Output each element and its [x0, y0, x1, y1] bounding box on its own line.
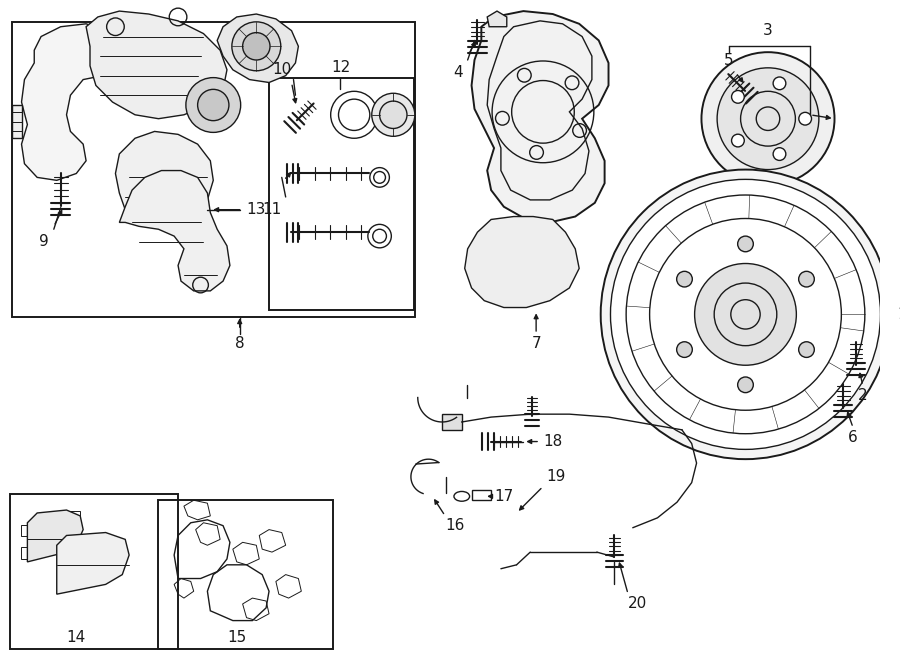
Polygon shape — [22, 24, 115, 180]
Text: 19: 19 — [546, 469, 565, 485]
Circle shape — [232, 22, 281, 71]
Bar — [67, 511, 80, 523]
Text: 11: 11 — [263, 202, 282, 217]
Polygon shape — [487, 11, 507, 26]
Circle shape — [677, 342, 692, 357]
Text: 17: 17 — [494, 489, 514, 504]
Circle shape — [677, 271, 692, 287]
Polygon shape — [217, 14, 299, 83]
Text: 16: 16 — [446, 518, 464, 533]
Circle shape — [732, 91, 744, 103]
Text: 1: 1 — [897, 307, 900, 322]
Text: 9: 9 — [39, 234, 49, 250]
Text: 8: 8 — [235, 336, 245, 352]
Polygon shape — [115, 132, 213, 220]
Text: 4: 4 — [453, 66, 463, 80]
Text: 12: 12 — [331, 60, 350, 75]
Text: 10: 10 — [272, 62, 292, 77]
Text: 5: 5 — [724, 52, 733, 68]
Circle shape — [798, 342, 814, 357]
Polygon shape — [464, 216, 580, 308]
Bar — [10, 495, 178, 649]
Polygon shape — [12, 105, 22, 138]
Circle shape — [701, 52, 834, 185]
Text: 2: 2 — [858, 388, 868, 403]
Circle shape — [610, 179, 880, 449]
Text: 14: 14 — [67, 630, 86, 645]
Circle shape — [243, 32, 270, 60]
Circle shape — [732, 134, 744, 147]
Circle shape — [738, 377, 753, 393]
Polygon shape — [120, 171, 230, 291]
Text: 7: 7 — [531, 336, 541, 352]
Polygon shape — [27, 510, 83, 562]
Bar — [472, 491, 491, 500]
Bar — [21, 547, 34, 559]
Circle shape — [198, 89, 229, 120]
Polygon shape — [472, 11, 608, 222]
Text: 13: 13 — [247, 202, 266, 217]
Circle shape — [600, 169, 890, 459]
Bar — [442, 414, 462, 430]
Circle shape — [773, 148, 786, 160]
Polygon shape — [86, 11, 227, 118]
Bar — [12, 22, 415, 317]
Text: 18: 18 — [543, 434, 562, 449]
Circle shape — [799, 113, 812, 125]
Text: 6: 6 — [848, 430, 858, 445]
Circle shape — [798, 271, 814, 287]
Circle shape — [372, 93, 415, 136]
Polygon shape — [57, 532, 129, 594]
Circle shape — [738, 236, 753, 252]
Bar — [158, 500, 333, 649]
Circle shape — [773, 77, 786, 90]
Bar — [21, 525, 34, 536]
Text: 20: 20 — [628, 596, 647, 612]
Circle shape — [717, 68, 819, 169]
Circle shape — [695, 263, 796, 365]
Circle shape — [186, 77, 240, 132]
Text: 15: 15 — [227, 630, 247, 645]
Bar — [269, 77, 414, 310]
Text: 3: 3 — [763, 23, 773, 38]
Circle shape — [380, 101, 407, 128]
